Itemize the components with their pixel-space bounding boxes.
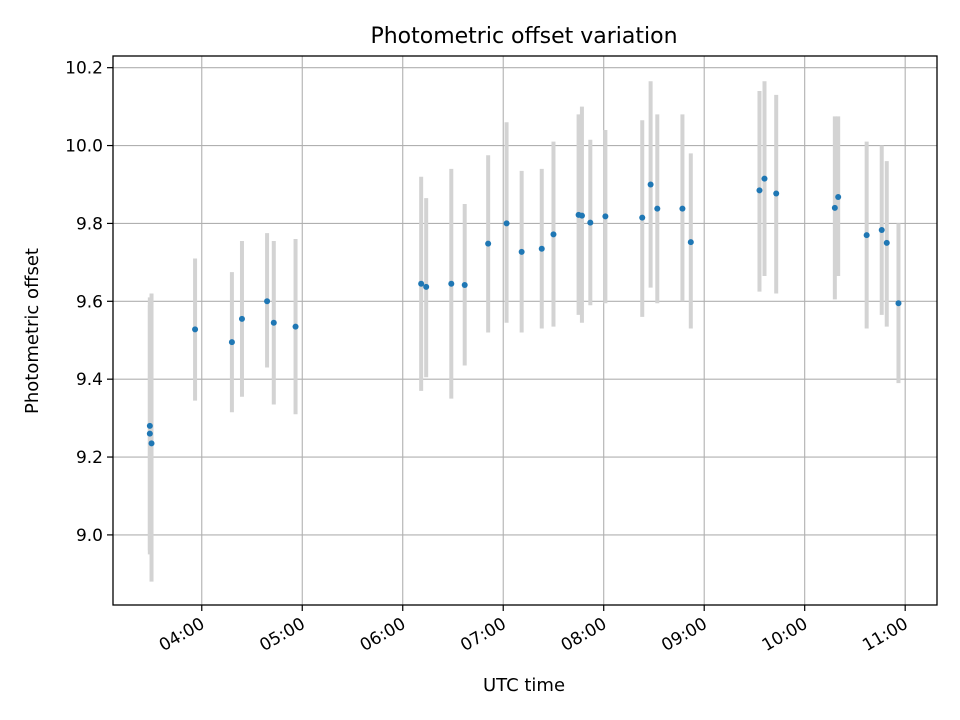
data-point <box>146 430 153 437</box>
data-point <box>461 281 468 288</box>
data-point <box>883 239 890 246</box>
data-point <box>448 280 455 287</box>
data-point <box>687 239 694 246</box>
data-point <box>895 300 902 307</box>
data-point <box>578 212 585 219</box>
y-tick-label: 10.2 <box>65 59 103 79</box>
data-point <box>518 248 525 255</box>
data-point <box>773 190 780 197</box>
data-point <box>270 319 277 326</box>
data-point <box>423 283 430 290</box>
x-tick-label: 05:00 <box>256 614 308 656</box>
data-point <box>756 187 763 194</box>
data-point <box>835 193 842 200</box>
error-bars <box>147 81 901 582</box>
y-axis-ticks: 9.0 9.2 9.4 9.6 9.8 10.0 10.2 <box>65 59 113 546</box>
data-point <box>878 227 885 234</box>
data-point <box>639 214 646 221</box>
data-point <box>647 181 654 188</box>
y-tick-label: 10.0 <box>65 137 103 157</box>
y-tick-label: 9.8 <box>76 214 103 234</box>
x-axis-label: UTC time <box>483 675 565 696</box>
x-tick-label: 09:00 <box>658 614 710 656</box>
y-axis-label: Photometric offset <box>22 248 43 414</box>
data-point <box>538 245 545 252</box>
data-point <box>264 298 271 305</box>
data-point <box>228 339 235 346</box>
y-tick-label: 9.4 <box>76 370 103 390</box>
data-point <box>831 204 838 211</box>
x-tick-label: 08:00 <box>558 614 610 656</box>
x-tick-label: 10:00 <box>759 614 811 656</box>
chart-title: Photometric offset variation <box>370 24 677 49</box>
data-point <box>485 240 492 247</box>
data-point <box>418 280 425 287</box>
data-point <box>503 220 510 227</box>
data-points <box>146 175 902 447</box>
data-point <box>602 213 609 220</box>
y-tick-label: 9.0 <box>76 526 103 546</box>
data-point <box>679 205 686 212</box>
data-point <box>654 205 661 212</box>
data-point <box>863 232 870 239</box>
x-tick-label: 11:00 <box>859 614 911 656</box>
y-tick-label: 9.6 <box>76 292 103 312</box>
y-tick-label: 9.2 <box>76 448 103 468</box>
x-tick-label: 07:00 <box>457 614 509 656</box>
data-point <box>761 175 768 182</box>
data-point <box>292 323 299 330</box>
data-point <box>238 315 245 322</box>
data-point <box>148 440 155 447</box>
grid-lines <box>113 56 937 605</box>
data-point <box>550 231 557 238</box>
data-point <box>192 326 199 333</box>
x-tick-label: 04:00 <box>156 614 208 656</box>
x-axis-ticks: 04:00 05:00 06:00 07:00 08:00 09:00 10:00 11:00 <box>156 605 912 656</box>
x-tick-label: 06:00 <box>357 614 409 656</box>
data-point <box>587 219 594 226</box>
plot-frame <box>112 55 938 606</box>
data-point <box>146 422 153 429</box>
